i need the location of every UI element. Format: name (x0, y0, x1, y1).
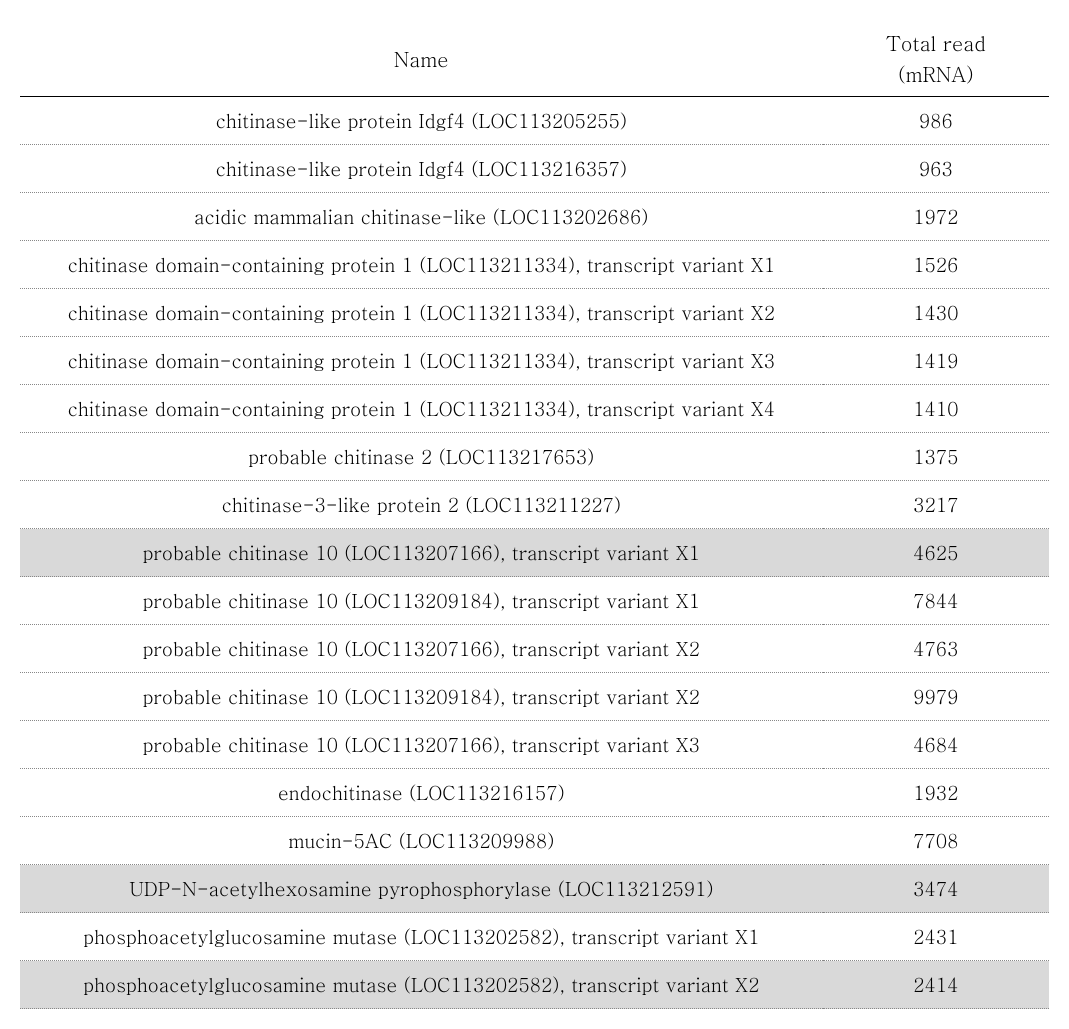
table-row: probable chitinase 10 (LOC113207166), tr… (20, 529, 1049, 577)
table-row: chitinase domain-containing protein 1 (L… (20, 289, 1049, 337)
table-row: chitinase-3-like protein 2 (LOC113211227… (20, 481, 1049, 529)
cell-total-read: 963 (823, 145, 1049, 193)
cell-name: chitinase domain-containing protein 1 (L… (20, 289, 823, 337)
cell-total-read: 1375 (823, 433, 1049, 481)
cell-name: UDP-N-acetylhexosamine pyrophosphorylase… (20, 865, 823, 913)
header-row: Name Total read (mRNA) (20, 20, 1049, 97)
table-row: acidic mammalian chitinase-like (LOC1132… (20, 193, 1049, 241)
cell-total-read: 9979 (823, 673, 1049, 721)
table-row: phosphoacetylglucosamine mutase (LOC1132… (20, 913, 1049, 961)
table-row: chitinase domain-containing protein 1 (L… (20, 385, 1049, 433)
total-read-line1: Total read (886, 28, 986, 57)
table-row: phosphoacetylglucosamine mutase (LOC1132… (20, 961, 1049, 1009)
cell-name: endochitinase (LOC113216157) (20, 769, 823, 817)
cell-total-read: 1972 (823, 193, 1049, 241)
cell-total-read: 1932 (823, 769, 1049, 817)
cell-name: chitinase domain-containing protein 1 (L… (20, 337, 823, 385)
table-row: probable chitinase 10 (LOC113209184), tr… (20, 577, 1049, 625)
cell-name: chitinase-like protein Idgf4 (LOC1132163… (20, 145, 823, 193)
table-row: probable chitinase 10 (LOC113207166), tr… (20, 721, 1049, 769)
cell-name: probable chitinase 10 (LOC113207166), tr… (20, 625, 823, 673)
cell-total-read: 4763 (823, 625, 1049, 673)
cell-total-read: 1419 (823, 337, 1049, 385)
cell-total-read: 3474 (823, 865, 1049, 913)
table-row: probable chitinase 10 (LOC113207166), tr… (20, 625, 1049, 673)
cell-total-read: 1410 (823, 385, 1049, 433)
cell-total-read: 2431 (823, 913, 1049, 961)
table-row: mucin-5AC (LOC113209988)7708 (20, 817, 1049, 865)
cell-name: probable chitinase 10 (LOC113209184), tr… (20, 673, 823, 721)
cell-name: phosphoacetylglucosamine mutase (LOC1132… (20, 913, 823, 961)
cell-total-read: 3217 (823, 481, 1049, 529)
cell-name: chitinase domain-containing protein 1 (L… (20, 385, 823, 433)
table-row: chitinase domain-containing protein 1 (L… (20, 241, 1049, 289)
cell-total-read: 1526 (823, 241, 1049, 289)
cell-total-read: 1430 (823, 289, 1049, 337)
gene-table-container: Name Total read (mRNA) chitinase-like pr… (20, 20, 1049, 1009)
cell-name: chitinase domain-containing protein 1 (L… (20, 241, 823, 289)
cell-total-read: 7708 (823, 817, 1049, 865)
table-row: chitinase domain-containing protein 1 (L… (20, 337, 1049, 385)
cell-name: phosphoacetylglucosamine mutase (LOC1132… (20, 961, 823, 1009)
name-header-text: Name (394, 44, 449, 73)
table-row: endochitinase (LOC113216157)1932 (20, 769, 1049, 817)
column-header-name: Name (20, 20, 823, 97)
cell-total-read: 7844 (823, 577, 1049, 625)
total-read-line2: (mRNA) (827, 59, 1045, 88)
cell-total-read: 4684 (823, 721, 1049, 769)
cell-total-read: 4625 (823, 529, 1049, 577)
table-row: probable chitinase 2 (LOC113217653)1375 (20, 433, 1049, 481)
table-header: Name Total read (mRNA) (20, 20, 1049, 97)
cell-name: probable chitinase 10 (LOC113207166), tr… (20, 721, 823, 769)
cell-name: probable chitinase 10 (LOC113209184), tr… (20, 577, 823, 625)
cell-name: chitinase-3-like protein 2 (LOC113211227… (20, 481, 823, 529)
cell-name: acidic mammalian chitinase-like (LOC1132… (20, 193, 823, 241)
table-row: probable chitinase 10 (LOC113209184), tr… (20, 673, 1049, 721)
cell-total-read: 2414 (823, 961, 1049, 1009)
table-row: UDP-N-acetylhexosamine pyrophosphorylase… (20, 865, 1049, 913)
cell-total-read: 986 (823, 97, 1049, 145)
table-row: chitinase-like protein Idgf4 (LOC1132052… (20, 97, 1049, 145)
cell-name: probable chitinase 2 (LOC113217653) (20, 433, 823, 481)
gene-expression-table: Name Total read (mRNA) chitinase-like pr… (20, 20, 1049, 1009)
cell-name: mucin-5AC (LOC113209988) (20, 817, 823, 865)
cell-name: probable chitinase 10 (LOC113207166), tr… (20, 529, 823, 577)
table-body: chitinase-like protein Idgf4 (LOC1132052… (20, 97, 1049, 1009)
table-row: chitinase-like protein Idgf4 (LOC1132163… (20, 145, 1049, 193)
column-header-total-read: Total read (mRNA) (823, 20, 1049, 97)
cell-name: chitinase-like protein Idgf4 (LOC1132052… (20, 97, 823, 145)
